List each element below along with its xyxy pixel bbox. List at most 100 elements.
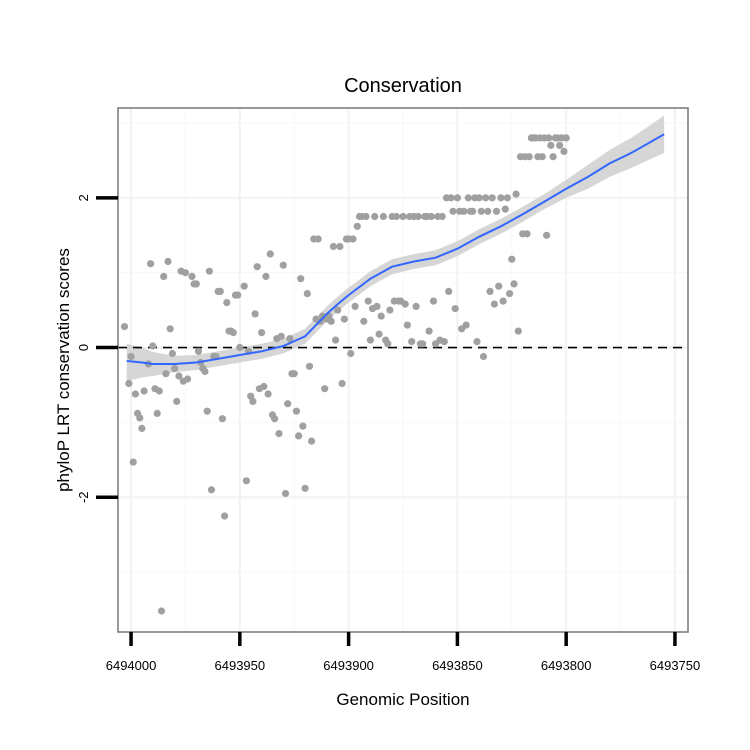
data-point — [127, 352, 135, 361]
data-point — [469, 207, 477, 215]
data-point — [364, 297, 372, 305]
data-point — [419, 340, 427, 348]
data-point — [373, 302, 381, 310]
data-point — [140, 387, 148, 395]
data-point — [427, 212, 435, 221]
x-axis-title: Genomic Position — [336, 690, 469, 709]
x-tick-label: 6493900 — [323, 658, 374, 673]
data-point — [184, 375, 192, 383]
data-point — [499, 297, 507, 305]
y-tick-labels: -2 0 2 — [76, 194, 91, 503]
data-point — [482, 194, 490, 202]
data-point — [403, 321, 411, 329]
data-point — [303, 290, 311, 298]
data-point — [203, 407, 211, 415]
data-point — [221, 512, 229, 520]
data-point — [223, 299, 231, 307]
data-point — [327, 317, 335, 325]
data-point — [351, 302, 359, 310]
data-point — [251, 310, 259, 318]
data-point — [353, 222, 361, 230]
data-point — [562, 134, 570, 142]
data-point — [445, 287, 453, 295]
data-point — [510, 280, 518, 288]
data-point — [349, 235, 357, 243]
data-point — [147, 260, 155, 268]
data-point — [492, 207, 501, 215]
data-point — [538, 153, 546, 161]
data-point — [173, 397, 181, 405]
data-point — [295, 432, 303, 440]
data-point — [249, 397, 257, 405]
data-point — [164, 257, 172, 266]
data-point — [473, 338, 481, 346]
data-point — [545, 134, 553, 142]
y-tick-label: -2 — [76, 491, 91, 503]
data-point — [366, 336, 374, 344]
data-point — [155, 387, 163, 395]
data-point — [514, 327, 522, 335]
data-point — [236, 343, 244, 352]
data-point — [475, 194, 483, 202]
data-point — [175, 372, 183, 380]
data-point — [460, 207, 468, 215]
data-point — [451, 305, 459, 313]
chart-title: Conservation — [344, 75, 462, 97]
data-point — [194, 347, 203, 355]
data-point — [234, 291, 242, 299]
data-point — [218, 415, 226, 423]
confidence-band-layer — [126, 115, 665, 382]
data-point — [501, 205, 509, 213]
data-point — [207, 486, 216, 494]
data-point — [271, 415, 279, 423]
x-tick-label: 6493750 — [650, 658, 701, 673]
data-point — [153, 409, 161, 417]
data-point — [377, 312, 385, 320]
data-point — [205, 267, 213, 275]
data-point — [384, 340, 392, 348]
data-point — [362, 212, 370, 221]
data-point — [168, 349, 176, 358]
data-point — [262, 272, 270, 280]
data-point — [120, 323, 129, 331]
data-point — [497, 194, 505, 202]
data-point — [512, 190, 520, 198]
x-tick-label: 6493950 — [215, 658, 266, 673]
x-tick-label: 6493850 — [432, 658, 483, 673]
data-point — [543, 231, 551, 239]
data-point — [266, 250, 274, 258]
data-points — [120, 134, 570, 615]
data-point — [181, 269, 189, 277]
data-point — [264, 390, 272, 398]
data-point — [292, 407, 300, 415]
axis-ticks — [96, 196, 677, 646]
data-point — [375, 330, 383, 338]
data-point — [462, 321, 470, 329]
data-point — [360, 317, 368, 325]
data-point — [242, 477, 250, 485]
data-point — [464, 194, 472, 202]
data-point — [399, 212, 407, 221]
data-point — [495, 282, 503, 290]
x-tick-label: 6493800 — [541, 658, 592, 673]
data-point — [547, 141, 555, 149]
data-point — [149, 342, 157, 350]
data-point — [201, 367, 209, 376]
data-point — [336, 242, 344, 251]
data-point — [321, 385, 329, 393]
data-point — [332, 336, 340, 344]
data-point — [440, 338, 448, 346]
data-point — [286, 335, 294, 343]
data-point — [371, 212, 379, 221]
x-tick-label: 6494000 — [106, 658, 157, 673]
data-point — [284, 400, 292, 408]
data-point — [392, 212, 401, 221]
data-point — [160, 272, 168, 280]
loess-smooth-line — [126, 133, 665, 365]
data-point — [305, 362, 314, 370]
data-point — [162, 370, 170, 378]
data-point — [275, 430, 283, 438]
data-point — [386, 306, 394, 314]
data-point — [556, 141, 564, 149]
data-point — [334, 306, 342, 314]
